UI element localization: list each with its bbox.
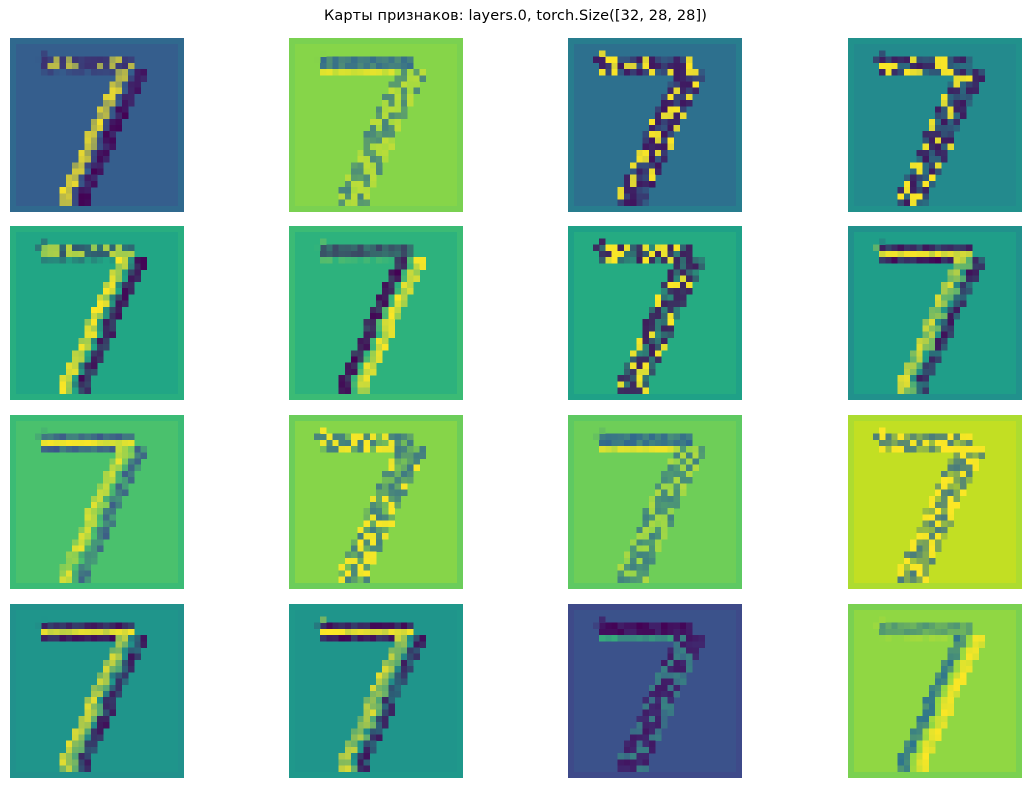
feature-map-14 (289, 604, 463, 778)
feature-map-13 (10, 604, 184, 778)
feature-map-border (568, 604, 575, 778)
feature-map-border (289, 604, 296, 778)
feature-map-border (289, 415, 463, 422)
feature-map-2 (289, 38, 463, 212)
feature-map-image (10, 415, 184, 589)
feature-map-border (10, 771, 184, 778)
feature-map-border (848, 604, 855, 778)
feature-map-border (10, 582, 184, 589)
feature-map-border (289, 205, 463, 212)
feature-map-border (10, 415, 184, 422)
feature-map-border (289, 582, 463, 589)
feature-map-border (456, 415, 463, 589)
feature-map-image (568, 226, 742, 400)
feature-map-border (1015, 38, 1022, 212)
feature-map-3 (568, 38, 742, 212)
feature-map-border (456, 226, 463, 400)
feature-map-border (10, 604, 17, 778)
feature-map-border (10, 226, 184, 233)
feature-map-border (568, 38, 742, 45)
feature-map-border (1015, 226, 1022, 400)
feature-map-15 (568, 604, 742, 778)
feature-map-border (848, 604, 1022, 611)
feature-map-border (568, 205, 742, 212)
feature-map-border (289, 38, 296, 212)
feature-map-5 (10, 226, 184, 400)
feature-map-image (10, 604, 184, 778)
feature-map-border (568, 582, 742, 589)
feature-map-border (568, 393, 742, 400)
feature-map-border (289, 604, 463, 611)
feature-map-border (848, 38, 855, 212)
feature-map-12 (848, 415, 1022, 589)
feature-map-image (289, 38, 463, 212)
feature-map-border (10, 604, 184, 611)
feature-map-6 (289, 226, 463, 400)
feature-map-border (177, 604, 184, 778)
feature-map-border (456, 38, 463, 212)
feature-map-border (568, 771, 742, 778)
feature-map-border (848, 226, 855, 400)
feature-map-border (735, 415, 742, 589)
feature-map-border (289, 415, 296, 589)
feature-map-border (735, 38, 742, 212)
feature-map-border (289, 771, 463, 778)
feature-map-border (456, 604, 463, 778)
feature-map-image (568, 38, 742, 212)
feature-map-border (10, 38, 17, 212)
feature-map-border (289, 226, 463, 233)
feature-map-8 (848, 226, 1022, 400)
feature-map-border (1015, 415, 1022, 589)
feature-map-border (848, 415, 855, 589)
feature-map-1 (10, 38, 184, 212)
feature-map-border (568, 38, 575, 212)
feature-map-border (10, 393, 184, 400)
feature-map-image (848, 38, 1022, 212)
feature-map-border (177, 38, 184, 212)
feature-map-border (848, 415, 1022, 422)
feature-map-9 (10, 415, 184, 589)
feature-map-border (848, 38, 1022, 45)
feature-map-image (289, 604, 463, 778)
feature-map-7 (568, 226, 742, 400)
feature-map-border (568, 226, 742, 233)
feature-map-border (568, 415, 575, 589)
feature-map-image (289, 415, 463, 589)
feature-map-border (10, 38, 184, 45)
feature-map-border (177, 415, 184, 589)
feature-map-border (568, 415, 742, 422)
feature-map-11 (568, 415, 742, 589)
feature-map-border (177, 226, 184, 400)
feature-map-border (10, 415, 17, 589)
feature-map-border (568, 226, 575, 400)
feature-map-border (848, 771, 1022, 778)
feature-map-border (735, 226, 742, 400)
feature-map-border (289, 226, 296, 400)
feature-map-border (568, 604, 742, 611)
feature-map-image (568, 604, 742, 778)
feature-map-border (848, 205, 1022, 212)
feature-map-border (848, 393, 1022, 400)
figure-title: Карты признаков: layers.0, torch.Size([3… (324, 8, 707, 24)
feature-map-10 (289, 415, 463, 589)
feature-map-image (848, 226, 1022, 400)
feature-map-image (10, 38, 184, 212)
feature-map-image (10, 226, 184, 400)
feature-map-image (289, 226, 463, 400)
feature-map-border (1015, 604, 1022, 778)
feature-map-border (848, 582, 1022, 589)
feature-map-16 (848, 604, 1022, 778)
feature-map-image (848, 604, 1022, 778)
feature-map-4 (848, 38, 1022, 212)
feature-map-image (848, 415, 1022, 589)
feature-map-border (289, 393, 463, 400)
feature-map-border (848, 226, 1022, 233)
feature-map-border (735, 604, 742, 778)
feature-map-image (568, 415, 742, 589)
feature-map-border (10, 205, 184, 212)
feature-map-border (289, 38, 463, 45)
feature-map-border (10, 226, 17, 400)
